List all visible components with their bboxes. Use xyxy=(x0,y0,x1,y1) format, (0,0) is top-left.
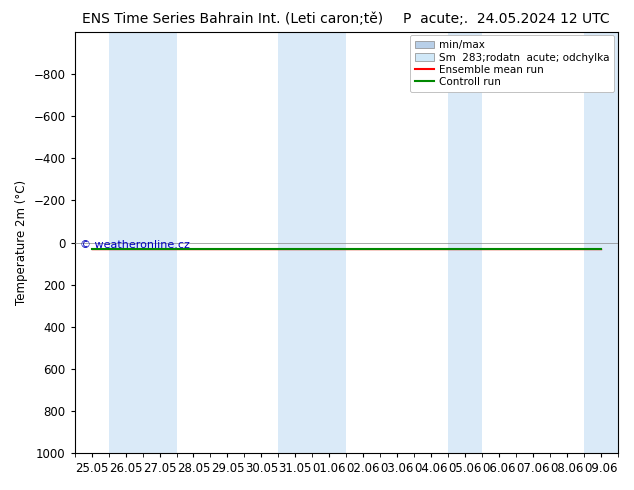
Legend: min/max, Sm  283;rodatn  acute; odchylka, Ensemble mean run, Controll run: min/max, Sm 283;rodatn acute; odchylka, … xyxy=(410,35,614,92)
Bar xyxy=(584,32,618,453)
Text: P  acute;.  24.05.2024 12 UTC: P acute;. 24.05.2024 12 UTC xyxy=(403,12,609,26)
Bar xyxy=(448,32,482,453)
Bar xyxy=(108,32,143,453)
Y-axis label: Temperature 2m (°C): Temperature 2m (°C) xyxy=(15,180,28,305)
Text: ENS Time Series Bahrain Int. (Leti caron;tě): ENS Time Series Bahrain Int. (Leti caron… xyxy=(82,12,384,26)
Bar xyxy=(143,32,176,453)
Bar xyxy=(312,32,346,453)
Bar xyxy=(278,32,312,453)
Text: © weatheronline.cz: © weatheronline.cz xyxy=(80,241,190,250)
